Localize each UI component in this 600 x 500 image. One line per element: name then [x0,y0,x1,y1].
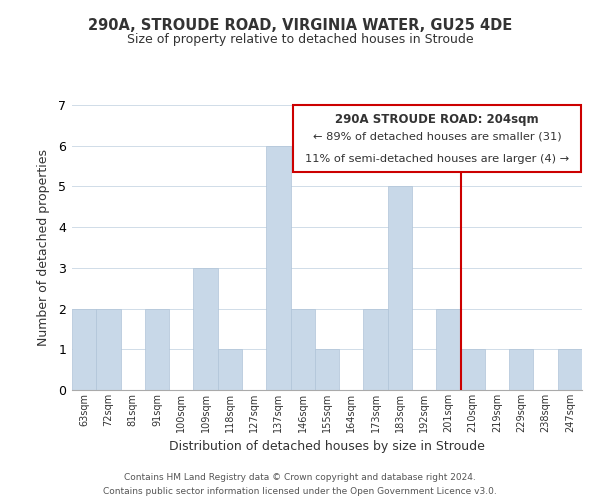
Text: 290A STROUDE ROAD: 204sqm: 290A STROUDE ROAD: 204sqm [335,113,539,126]
FancyBboxPatch shape [293,105,581,172]
Text: 11% of semi-detached houses are larger (4) →: 11% of semi-detached houses are larger (… [305,154,569,164]
Text: 290A, STROUDE ROAD, VIRGINIA WATER, GU25 4DE: 290A, STROUDE ROAD, VIRGINIA WATER, GU25… [88,18,512,32]
Bar [436,308,461,390]
Text: Size of property relative to detached houses in Stroude: Size of property relative to detached ho… [127,32,473,46]
Bar [558,350,582,390]
Text: ← 89% of detached houses are smaller (31): ← 89% of detached houses are smaller (31… [313,132,561,142]
Bar [461,350,485,390]
Bar [96,308,121,390]
Bar [315,350,339,390]
Bar [218,350,242,390]
Bar [364,308,388,390]
Bar [72,308,96,390]
Bar [290,308,315,390]
Y-axis label: Number of detached properties: Number of detached properties [37,149,50,346]
Text: Contains HM Land Registry data © Crown copyright and database right 2024.: Contains HM Land Registry data © Crown c… [124,473,476,482]
Bar [388,186,412,390]
Text: Contains public sector information licensed under the Open Government Licence v3: Contains public sector information licen… [103,486,497,496]
X-axis label: Distribution of detached houses by size in Stroude: Distribution of detached houses by size … [169,440,485,454]
Bar [266,146,290,390]
Bar [193,268,218,390]
Bar [145,308,169,390]
Bar [509,350,533,390]
